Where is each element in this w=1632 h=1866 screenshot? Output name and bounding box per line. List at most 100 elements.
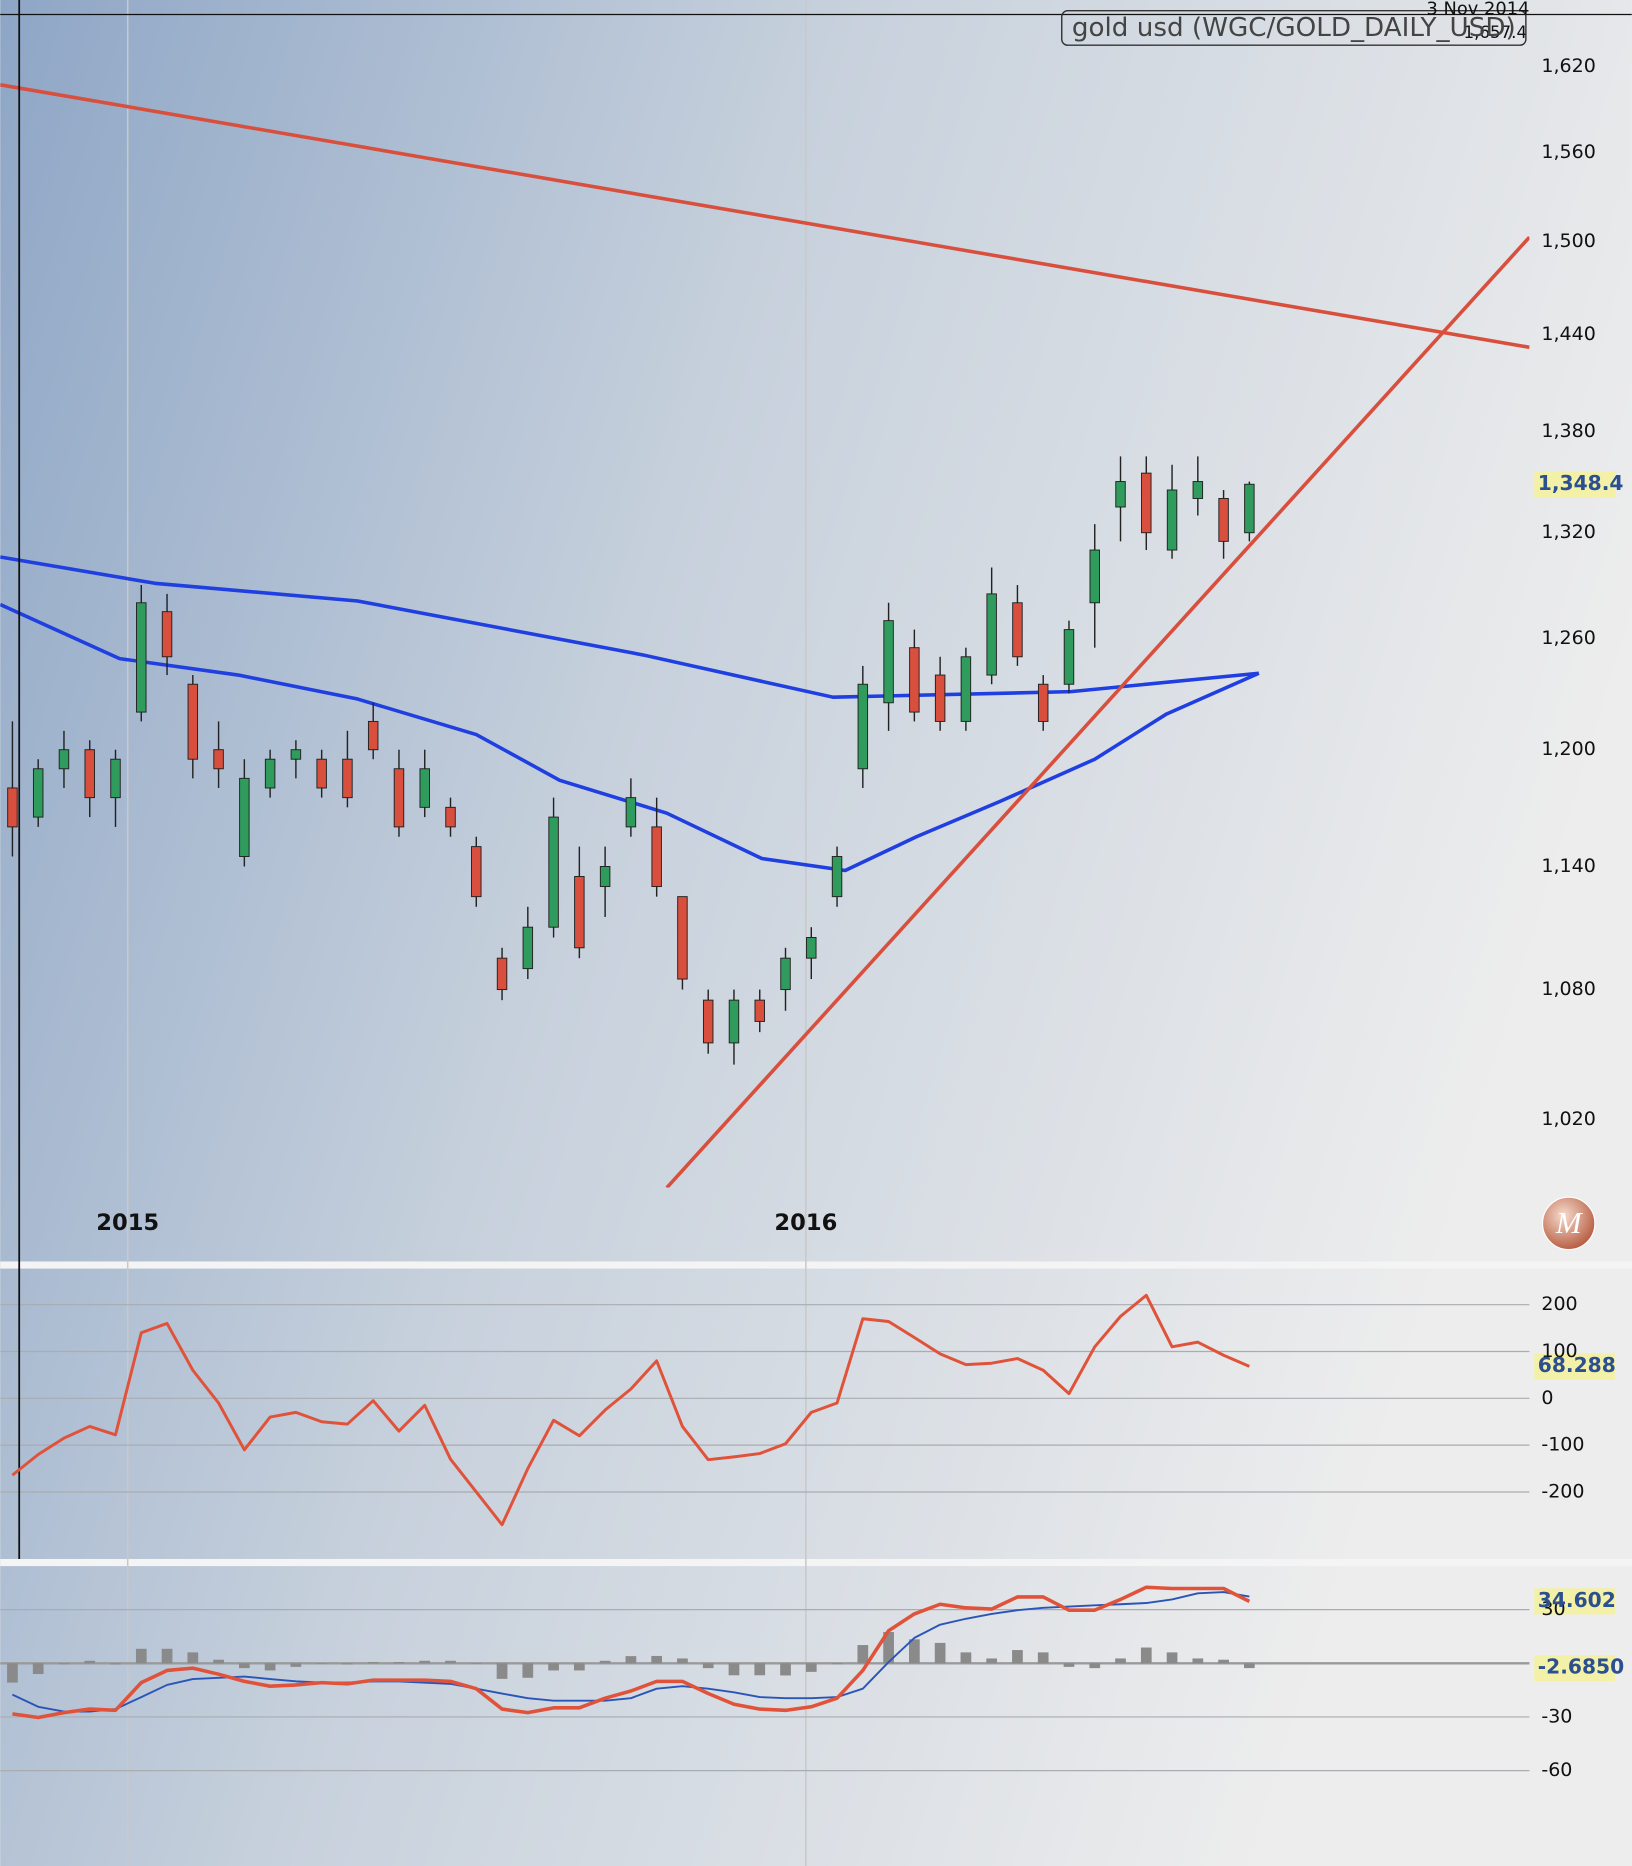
histogram-bar [780, 1663, 791, 1676]
grid-layer [0, 0, 1530, 1866]
histogram-bar [1012, 1650, 1023, 1664]
histogram-bar [84, 1660, 96, 1664]
candle-body [522, 926, 534, 970]
candle-body [1218, 498, 1229, 542]
chart-title: gold usd (WGC/GOLD_DAILY_USD) [1072, 13, 1516, 43]
histogram-bar [1192, 1658, 1204, 1664]
histogram-bar [986, 1658, 998, 1664]
histogram-bar [522, 1663, 534, 1678]
histogram-bar [316, 1663, 328, 1664]
candle-body [1012, 602, 1023, 658]
histogram-bar [909, 1639, 920, 1664]
y-tick-label: -100 [1541, 1434, 1584, 1456]
histogram-bar [470, 1663, 482, 1664]
histogram-bar [651, 1655, 663, 1664]
y-tick-label: 30 [1541, 1598, 1565, 1620]
candle-body [161, 611, 173, 658]
y-tick-label: 0 [1541, 1387, 1553, 1409]
candle-body [1141, 472, 1152, 534]
y-tick-label: 1,020 [1541, 1108, 1595, 1130]
candle-body [651, 826, 662, 888]
candle-body [32, 768, 44, 818]
y-tick-label: 1,080 [1541, 978, 1595, 1000]
candle-body [625, 797, 637, 828]
candle-body [1166, 489, 1178, 551]
y-tick-label: 1,140 [1541, 855, 1595, 877]
histogram-bar [857, 1645, 869, 1664]
value-tag-bg [1534, 471, 1616, 498]
histogram-bar [290, 1663, 302, 1667]
crosshair-date: 3 Nov 2014 [1426, 0, 1529, 20]
y-tick-label: 200 [1541, 1293, 1577, 1315]
histogram-bar [496, 1663, 508, 1679]
candle-body [780, 957, 791, 991]
macd-line [12, 1585, 1251, 1720]
candle-body [599, 866, 611, 888]
histogram-bar [831, 1663, 843, 1665]
candle-body [806, 937, 817, 959]
candle-body [548, 816, 559, 928]
histogram-bar [805, 1663, 817, 1672]
histogram-bar [1089, 1663, 1101, 1669]
histogram-bar [702, 1663, 714, 1669]
x-tick-label: 2015 [96, 1210, 159, 1236]
value-tag-bg [1534, 1353, 1616, 1380]
panel-divider [0, 1558, 1632, 1567]
overlay-line [665, 235, 1530, 1188]
y-tick-label: 1,440 [1541, 323, 1595, 345]
candle-body [213, 749, 224, 770]
histogram-bar [677, 1658, 688, 1664]
y-tick-label: 1,260 [1541, 627, 1595, 649]
candle-body [342, 758, 353, 799]
histogram-bar [110, 1663, 121, 1665]
value-tag-bg [1534, 1588, 1616, 1615]
value-tag-bg [1534, 1655, 1616, 1682]
histogram-bar [393, 1662, 405, 1664]
histogram-bar [625, 1656, 637, 1664]
candle-body [1063, 629, 1075, 685]
candle-body [883, 620, 894, 704]
histogram-bar [574, 1663, 585, 1671]
y-tick-label: 1,560 [1541, 141, 1595, 163]
candle-body [754, 999, 765, 1022]
overlay-line [0, 83, 1530, 350]
histogram-bar [419, 1660, 431, 1664]
value-tag: 1,348.4 [1538, 471, 1624, 495]
candle-body [677, 896, 688, 980]
y-tick-label: 1,320 [1541, 521, 1595, 543]
candle-body [1192, 481, 1204, 499]
y-tick-label: 100 [1541, 1340, 1577, 1362]
candle-body [934, 674, 946, 722]
histogram-bar [548, 1663, 559, 1671]
histogram-bar [445, 1660, 456, 1664]
candle-body [239, 777, 250, 857]
value-tag: -2.6850 [1538, 1655, 1624, 1679]
candle-body [986, 593, 997, 676]
value-tag: 68.288 [1538, 1353, 1616, 1377]
histogram-bar [135, 1648, 147, 1664]
candle-body [367, 720, 379, 751]
y-tick-label: 1,380 [1541, 420, 1595, 442]
y-tick-label: 1,620 [1541, 55, 1595, 77]
histogram-bar [187, 1652, 199, 1664]
candle-body [728, 999, 740, 1044]
candle-body [136, 602, 147, 713]
candle-body [1244, 483, 1255, 534]
indicator-line [11, 1293, 1250, 1527]
histogram-bar [7, 1663, 18, 1683]
y-tick-label: -60 [1541, 1759, 1572, 1781]
candle-body [7, 787, 18, 828]
y-tick-label: 1,200 [1541, 738, 1595, 760]
histogram-bar [367, 1662, 379, 1664]
histogram-bar [883, 1631, 894, 1664]
histogram-bar [1218, 1659, 1229, 1664]
histogram-bar [599, 1660, 611, 1664]
candle-body [419, 768, 430, 808]
candle-body [496, 957, 508, 991]
candle-body [290, 749, 302, 760]
candle-body [445, 806, 456, 828]
candle-body [831, 856, 843, 898]
candle-body [1037, 683, 1049, 722]
